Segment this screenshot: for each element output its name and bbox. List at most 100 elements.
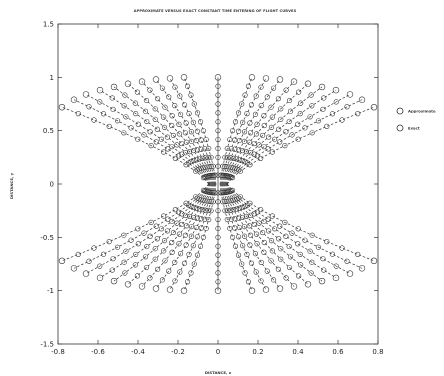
curve-point-marker (370, 103, 378, 111)
curve-point-marker (224, 145, 230, 152)
curve-point-marker (197, 119, 204, 125)
x-tick-label: 0.6 (332, 348, 344, 356)
curve-point-marker (152, 106, 158, 112)
curve-point-marker (235, 128, 242, 134)
curve-point-marker (185, 160, 192, 166)
curve-point-marker (114, 118, 121, 124)
curve-point-marker (286, 118, 292, 125)
curve-point-marker (289, 132, 295, 138)
y-tick-label: -1 (47, 287, 54, 295)
curve-point-marker (176, 209, 182, 215)
curve-point-marker (247, 150, 253, 156)
curve-point-marker (212, 190, 218, 196)
curve-point-marker (278, 106, 284, 112)
x-tick-label: 0.2 (252, 348, 263, 356)
curve-point-marker (307, 114, 313, 120)
curve-point-marker (121, 259, 127, 265)
curve-point-marker (162, 258, 168, 264)
legend-label-exact: Exact (408, 126, 420, 131)
curve-point-marker (295, 136, 301, 142)
curve-point-marker (240, 214, 246, 221)
curve-point-marker (110, 106, 116, 112)
curve-point-marker (243, 149, 250, 155)
curve-point-marker (154, 96, 161, 102)
curve-point-marker (148, 219, 154, 225)
curve-point-marker (318, 83, 326, 91)
curve-point-marker (309, 130, 315, 136)
center-point-marker (215, 163, 221, 169)
curve-point-marker (203, 136, 209, 143)
approximate-curve (61, 183, 209, 262)
curve-point-marker (144, 118, 150, 125)
curve-point-marker (259, 132, 266, 139)
approximate-curve (73, 99, 210, 185)
curve-point-marker (233, 206, 240, 212)
curve-point-marker (287, 254, 294, 260)
curve-point-marker (290, 78, 298, 85)
curve-point-marker (170, 229, 177, 236)
approximate-curve (183, 183, 217, 291)
curve-point-marker (258, 278, 264, 284)
curve-point-marker (297, 251, 303, 257)
curve-point-marker (230, 155, 237, 161)
x-tick-label: -0.6 (91, 348, 105, 356)
curve-point-marker (202, 216, 208, 222)
curve-point-marker (141, 132, 147, 138)
curve-point-marker (134, 89, 140, 95)
curve-point-marker (296, 89, 302, 95)
curve-point-marker (86, 104, 92, 110)
curve-point-marker (91, 117, 97, 123)
approximate-curve (227, 106, 375, 185)
curve-point-marker (188, 159, 194, 165)
x-tick-label: -0.4 (131, 348, 145, 356)
curve-point-marker (248, 260, 255, 266)
curve-point-marker (264, 268, 270, 274)
curve-point-marker (262, 286, 270, 293)
curve-point-marker (147, 87, 153, 93)
curve-point-marker (144, 243, 150, 250)
curve-point-marker (247, 242, 253, 248)
curve-point-marker (190, 214, 196, 221)
curve-point-marker (269, 149, 275, 155)
approximate-curve (227, 183, 375, 262)
curve-point-marker (344, 258, 350, 264)
curve-point-marker (358, 96, 366, 103)
center-point-marker (215, 199, 221, 205)
curve-point-marker (240, 119, 246, 125)
curve-point-marker (235, 234, 242, 240)
center-point-marker (215, 145, 221, 152)
curve-point-marker (194, 128, 201, 134)
curve-point-marker (296, 273, 302, 279)
curve-point-marker (147, 233, 153, 239)
center-point-marker (214, 74, 222, 81)
curve-point-marker (179, 211, 185, 217)
curve-point-marker (228, 216, 234, 222)
curve-point-marker (182, 232, 189, 238)
curve-point-marker (121, 232, 127, 238)
curve-point-marker (176, 231, 183, 237)
curve-point-marker (96, 86, 104, 94)
curve-point-marker (329, 111, 336, 117)
center-point-marker (215, 270, 221, 276)
curve-point-marker (332, 274, 340, 282)
curve-point-marker (277, 139, 283, 145)
curve-point-marker (290, 283, 298, 290)
curve-point-marker (200, 128, 207, 134)
curve-point-marker (198, 225, 204, 231)
curve-point-marker (239, 157, 245, 164)
x-tick-label: 0.4 (292, 348, 304, 356)
curve-point-marker (307, 248, 313, 254)
curve-point-marker (199, 155, 206, 161)
curve-point-marker (222, 208, 228, 214)
curve-point-marker (154, 126, 160, 132)
curve-point-marker (258, 155, 264, 161)
curve-point-marker (194, 110, 201, 116)
curve-point-marker (252, 251, 259, 257)
center-point-marker (215, 252, 221, 258)
approximate-curve (225, 183, 351, 274)
curve-point-marker (286, 97, 293, 104)
curve-point-marker (188, 92, 194, 98)
curve-point-marker (174, 142, 180, 148)
curve-point-marker (183, 212, 189, 218)
curve-point-marker (262, 75, 270, 82)
